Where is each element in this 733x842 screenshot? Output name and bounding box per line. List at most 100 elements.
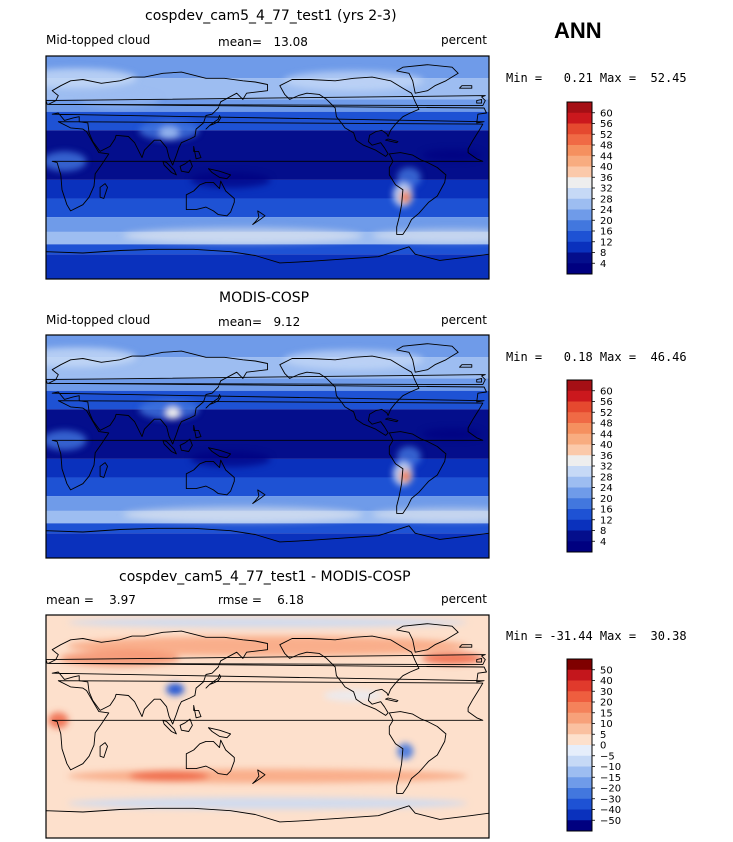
map-2-tropical-atlantic-patch bbox=[422, 428, 483, 441]
map-2-southern-ocean-patch-b bbox=[372, 507, 489, 522]
colorbar-2-box-0 bbox=[567, 380, 592, 392]
map-2-coast-iceland bbox=[459, 364, 473, 368]
map-2-coast-newguinea bbox=[207, 447, 232, 459]
colorbar-3-box-6 bbox=[567, 723, 592, 735]
map-2-lat-band-2 bbox=[46, 378, 489, 391]
colorbar-1-box-7 bbox=[567, 177, 592, 189]
panel-1-minmax: Min = 0.21 Max = 52.45 bbox=[506, 71, 687, 85]
map-1-coast-greenland bbox=[396, 64, 459, 94]
map-1-coast-eurasia bbox=[48, 71, 487, 166]
colorbar-2-box-5 bbox=[567, 433, 592, 445]
map-2-coast-australia bbox=[185, 459, 235, 496]
colorbar-2-label-3: 48 bbox=[600, 419, 613, 430]
colorbar-2-label-7: 32 bbox=[600, 462, 613, 473]
map-1-lat-band-7 bbox=[46, 217, 489, 232]
map-1-tropical-atlantic-patch bbox=[422, 149, 483, 162]
map-3-coast-madagascar bbox=[99, 742, 108, 758]
map-1-coast-africa bbox=[51, 121, 484, 212]
panel-3-map bbox=[45, 614, 490, 839]
colorbar-1-box-2 bbox=[567, 123, 592, 135]
map-2-coast-eurasia bbox=[48, 350, 487, 445]
map-3-coast-newzealand bbox=[252, 769, 266, 784]
colorbar-1-label-9: 24 bbox=[600, 205, 613, 216]
map-3-coast-greenland bbox=[396, 623, 459, 653]
colorbar-2-box-4 bbox=[567, 423, 592, 435]
colorbar-1-box-0 bbox=[567, 102, 592, 114]
map-2-lat-band-6 bbox=[46, 477, 489, 497]
colorbar-3-box-11 bbox=[567, 777, 592, 789]
colorbar-2-label-4: 44 bbox=[600, 429, 613, 440]
map-3-atlantic-band bbox=[422, 652, 483, 665]
map-2-frame bbox=[45, 334, 490, 559]
map-3-coast-australia bbox=[185, 739, 235, 776]
panel-2-minmax: Min = 0.18 Max = 46.46 bbox=[506, 350, 687, 364]
map-1-coast-philippines bbox=[193, 145, 202, 160]
colorbar-1-box-11 bbox=[567, 220, 592, 232]
panel-1-variable-label: Mid-topped cloud bbox=[46, 33, 151, 47]
colorbar-1-box-1 bbox=[567, 112, 592, 124]
map-2-coast-philippines bbox=[193, 424, 202, 439]
map-1-southern-ocean-patch-a bbox=[122, 227, 363, 244]
map-2-coast-southamerica bbox=[388, 431, 447, 514]
colorbar-2-label-5: 40 bbox=[600, 440, 613, 451]
panel-1-mean-label: mean= 13.08 bbox=[218, 35, 308, 49]
map-1-arctic-patch-b bbox=[283, 70, 424, 91]
map-2-arctic-patch-b bbox=[283, 349, 424, 370]
map-1-lat-band-6 bbox=[46, 198, 489, 218]
colorbar-3-box-3 bbox=[567, 691, 592, 703]
panel-2-title: MODIS-COSP bbox=[219, 290, 310, 306]
map-2-southern-ocean-patch-a bbox=[122, 506, 363, 523]
map-1-lat-band-5 bbox=[46, 179, 489, 199]
map-1-coast-britain bbox=[46, 95, 486, 107]
map-1-coast-madagascar bbox=[99, 183, 108, 199]
map-3-tibet-blue bbox=[166, 683, 185, 696]
colorbar-3-label-1: 40 bbox=[600, 676, 613, 687]
colorbar-2-box-6 bbox=[567, 444, 592, 456]
colorbar-3-box-15 bbox=[567, 820, 592, 832]
colorbar-3-label-5: 10 bbox=[600, 719, 613, 730]
colorbar-3-label-14: −50 bbox=[600, 816, 621, 827]
colorbar-1-box-12 bbox=[567, 231, 592, 243]
colorbar-3-box-13 bbox=[567, 798, 592, 810]
map-2-coast-uk_ireland bbox=[476, 377, 483, 383]
colorbar-1-label-10: 20 bbox=[600, 216, 613, 227]
colorbar-2-label-2: 52 bbox=[600, 408, 613, 419]
panel-1-map bbox=[45, 55, 490, 280]
panel-2-map bbox=[45, 334, 490, 559]
map-2-coast-greenland bbox=[396, 343, 459, 373]
season-label: ANN bbox=[554, 18, 602, 43]
map-1-coast-newzealand bbox=[252, 210, 266, 225]
map-3-coast-uk_ireland bbox=[476, 657, 483, 663]
map-1-coast-newguinea bbox=[207, 168, 232, 180]
map-1-tropical-pacific-patch bbox=[190, 171, 271, 188]
colorbar-1-label-0: 60 bbox=[600, 108, 613, 119]
colorbar-1-box-13 bbox=[567, 241, 592, 253]
colorbar-3-label-10: −15 bbox=[600, 773, 621, 784]
colorbar-1-label-6: 36 bbox=[600, 173, 613, 184]
map-1-tibet-patch bbox=[159, 126, 180, 139]
colorbar-3-label-8: −5 bbox=[600, 751, 615, 762]
panel-3-mean-label: mean = 3.97 bbox=[46, 593, 136, 607]
panel-3-rmse-label: rmse = 6.18 bbox=[218, 593, 304, 607]
colorbar-1-box-3 bbox=[567, 134, 592, 146]
colorbar-2-box-13 bbox=[567, 519, 592, 531]
colorbar-2-box-2 bbox=[567, 401, 592, 413]
map-3-coast-japan bbox=[205, 674, 222, 689]
panel-3-title: cospdev_cam5_4_77_test1 - MODIS-COSP bbox=[119, 569, 411, 585]
colorbar-3-label-9: −10 bbox=[600, 762, 621, 773]
colorbar-1-label-8: 28 bbox=[600, 194, 613, 205]
colorbar-1-box-14 bbox=[567, 252, 592, 264]
colorbar-1-label-3: 48 bbox=[600, 141, 613, 152]
panel-2-mean-label: mean= 9.12 bbox=[218, 315, 301, 329]
map-3-coast-eurasia bbox=[48, 630, 487, 725]
colorbar-2-label-1: 56 bbox=[600, 397, 613, 408]
colorbar-3-label-2: 30 bbox=[600, 687, 613, 698]
map-2-coast-africa bbox=[51, 400, 484, 491]
colorbar-3-label-3: 20 bbox=[600, 698, 613, 709]
colorbar-1-box-15 bbox=[567, 263, 592, 275]
map-3-indian-ocean-band bbox=[129, 771, 210, 782]
panel-1-title: cospdev_cam5_4_77_test1 (yrs 2-3) bbox=[145, 8, 397, 24]
colorbar-3-box-12 bbox=[567, 788, 592, 800]
map-3-coast-antarctica bbox=[46, 805, 489, 838]
